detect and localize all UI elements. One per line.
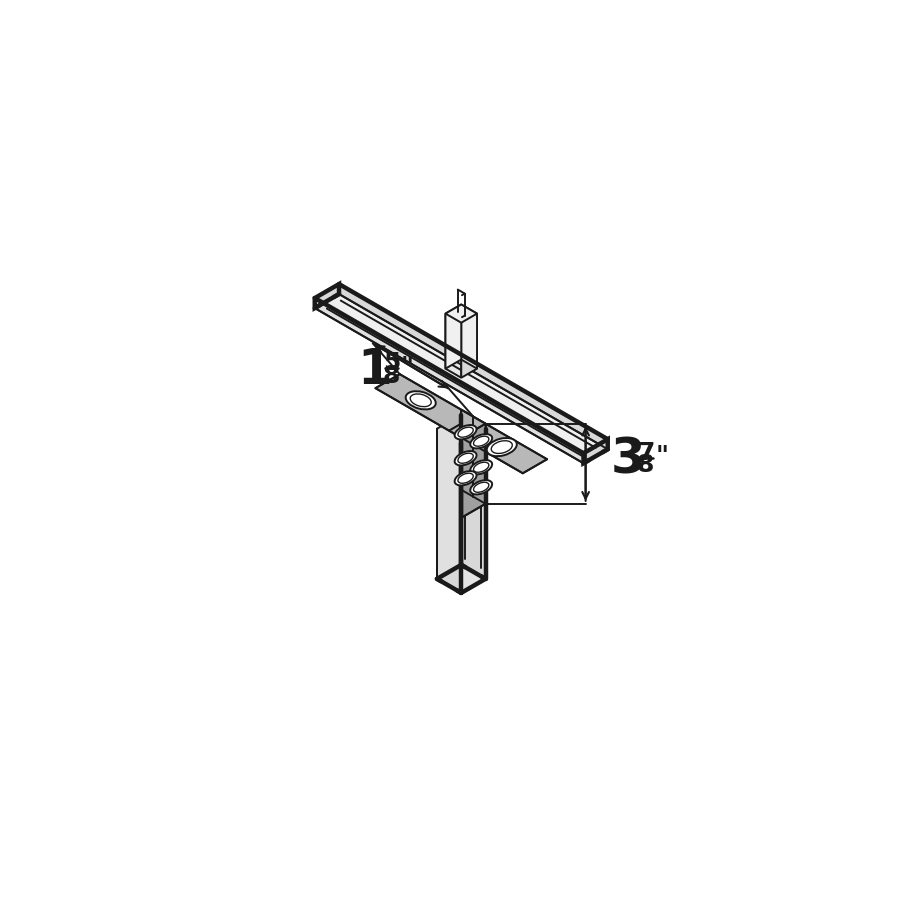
Polygon shape xyxy=(583,439,608,464)
Polygon shape xyxy=(437,428,461,593)
Ellipse shape xyxy=(454,451,476,465)
Polygon shape xyxy=(446,304,477,323)
Polygon shape xyxy=(461,415,485,579)
Polygon shape xyxy=(449,417,547,473)
Text: 5: 5 xyxy=(382,352,400,375)
Text: 7: 7 xyxy=(637,441,654,465)
Text: 8: 8 xyxy=(382,364,400,388)
Text: ": " xyxy=(400,355,413,379)
Ellipse shape xyxy=(470,434,492,448)
Ellipse shape xyxy=(470,480,492,494)
Ellipse shape xyxy=(454,471,476,485)
Polygon shape xyxy=(446,304,461,369)
Text: 3: 3 xyxy=(610,436,645,484)
Text: 8: 8 xyxy=(637,454,654,477)
Text: 1: 1 xyxy=(357,346,392,394)
Polygon shape xyxy=(315,298,583,464)
Polygon shape xyxy=(339,284,608,449)
Ellipse shape xyxy=(470,460,492,474)
Polygon shape xyxy=(315,284,339,308)
Ellipse shape xyxy=(406,392,436,410)
Polygon shape xyxy=(461,313,477,378)
Ellipse shape xyxy=(487,438,517,456)
Polygon shape xyxy=(375,374,473,431)
Polygon shape xyxy=(437,415,461,579)
Polygon shape xyxy=(461,304,477,369)
Polygon shape xyxy=(446,313,461,378)
Ellipse shape xyxy=(454,425,476,439)
Polygon shape xyxy=(461,424,485,518)
Polygon shape xyxy=(461,410,485,504)
Polygon shape xyxy=(315,284,608,454)
Polygon shape xyxy=(461,428,485,593)
Text: ": " xyxy=(655,444,669,468)
